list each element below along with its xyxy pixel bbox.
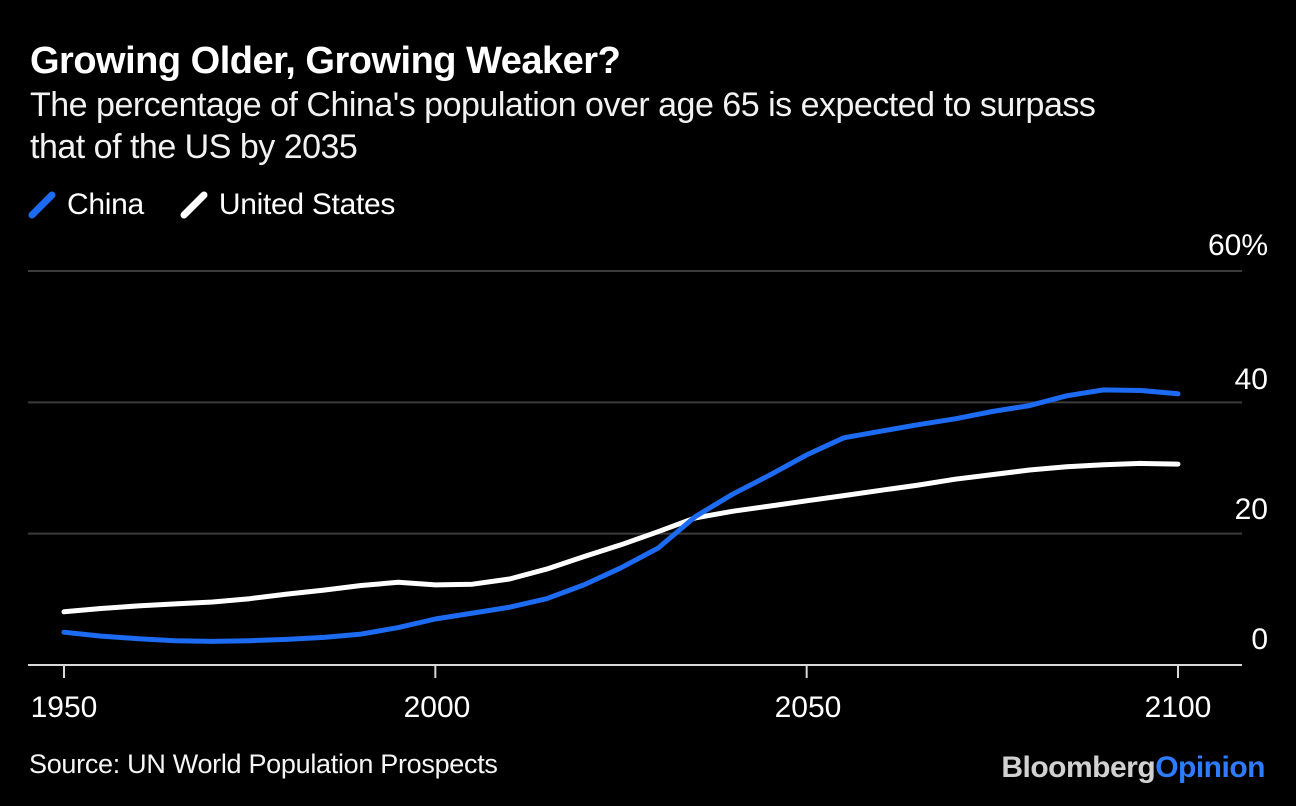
china-line-swatch-icon bbox=[28, 191, 56, 219]
x-axis-label-1950: 1950 bbox=[30, 691, 98, 724]
chart-subtitle-line-2: that of the US by 2035 bbox=[30, 128, 358, 166]
y-axis-label-0: 0 bbox=[1251, 623, 1268, 656]
logo-suffix-text: Opinion bbox=[1155, 751, 1265, 784]
source-note: Source: UN World Population Prospects bbox=[29, 749, 498, 779]
legend-label-china: China bbox=[67, 188, 144, 221]
legend: China United States bbox=[28, 188, 395, 222]
chart-subtitle-line-1: The percentage of China's population ove… bbox=[30, 86, 1096, 124]
united-states-line-swatch-stroke bbox=[180, 191, 208, 219]
legend-item-united-states: United States bbox=[180, 188, 395, 222]
bloomberg-opinion-logo: BloombergOpinion bbox=[1001, 751, 1265, 785]
legend-item-china: China bbox=[28, 188, 144, 222]
logo-brand-text: Bloomberg bbox=[1001, 751, 1156, 784]
china-line-swatch-stroke bbox=[28, 191, 56, 219]
y-axis-label-40: 40 bbox=[1234, 363, 1268, 396]
series-line-united-states bbox=[61, 460, 1181, 615]
legend-label-united-states: United States bbox=[218, 188, 396, 221]
y-axis-label-60: 60% bbox=[1207, 229, 1268, 262]
chart-subtitle: The percentage of China's population ove… bbox=[30, 84, 1096, 168]
x-axis-label-2100: 2100 bbox=[1144, 691, 1212, 724]
united-states-line-swatch-icon bbox=[180, 191, 208, 219]
x-axis-label-2000: 2000 bbox=[403, 691, 471, 724]
series-line-china bbox=[61, 387, 1181, 644]
x-axis-label-2050: 2050 bbox=[774, 691, 842, 724]
y-axis-label-20: 20 bbox=[1234, 493, 1268, 526]
chart-title: Growing Older, Growing Weaker? bbox=[30, 40, 621, 82]
